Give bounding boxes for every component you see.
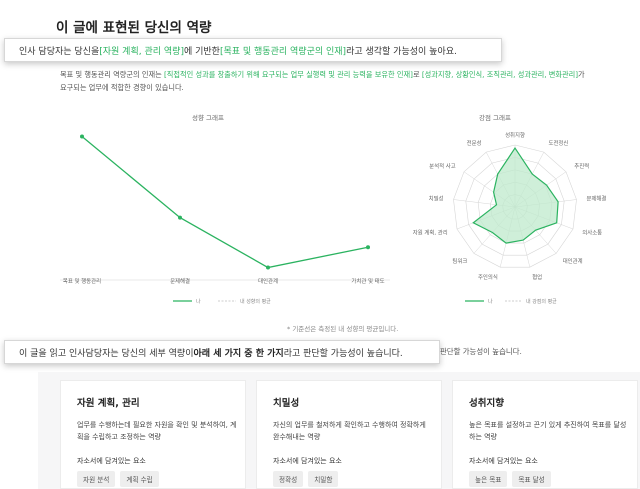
radar-axis-label-2: 추진력 bbox=[574, 162, 589, 170]
radar-chart-title: 강점 그래프 bbox=[479, 114, 511, 122]
radar-axis-label-1: 도전정신 bbox=[549, 139, 569, 147]
competency-card-3: 성취지향 높은 목표를 설정하고 끈기 있게 추진하여 목표를 달성하는 역량 … bbox=[452, 380, 638, 489]
callout2-text-2: 라고 판단할 가능성이 높습니다. bbox=[283, 348, 403, 359]
radar-grid-ring-3 bbox=[465, 157, 565, 256]
radar-legend-me: 나 bbox=[488, 298, 493, 305]
line-chart-title: 성향 그래프 bbox=[192, 114, 224, 122]
desc-text-3: 가 bbox=[578, 70, 585, 79]
card-elements-label: 자소서에 담겨있는 요소 bbox=[469, 457, 538, 465]
card-description: 높은 목표를 설정하고 끈기 있게 추진하여 목표를 달성하는 역량 bbox=[469, 421, 627, 441]
group-description: 목표 및 행동관리 역량군의 인재는 [직접적인 성과를 창출하기 위해 요구되… bbox=[60, 68, 638, 94]
radar-series-me bbox=[472, 147, 559, 244]
line-tick-label-2: 대인관계 bbox=[258, 277, 278, 285]
desc-text-1: 목표 및 행동관리 역량군의 인재는 bbox=[60, 70, 164, 79]
callout-text-2: 에 기반한 bbox=[183, 46, 220, 57]
radar-axis-label-3: 문제해결 bbox=[587, 194, 607, 202]
radar-axis-label-7: 주인의식 bbox=[478, 273, 498, 281]
card-title: 성취지향 bbox=[469, 398, 504, 409]
line-point-3 bbox=[366, 245, 370, 250]
callout-group: [목표 및 행동관리 역량군의 인재] bbox=[219, 46, 347, 57]
radar-legend-avg: 내 강점의 평균 bbox=[526, 298, 557, 305]
callout-tail-text: 판단할 가능성이 높습니다. bbox=[440, 347, 522, 356]
card-tag: 계획 수립 bbox=[120, 471, 159, 487]
line-legend-avg: 내 성향의 평균 bbox=[240, 298, 271, 305]
competency-card-1: 자원 계획, 관리 업무를 수행하는데 필요한 자원을 확인 및 분석하여, 계… bbox=[60, 380, 246, 489]
line-tick-label-1: 문제해결 bbox=[170, 277, 190, 285]
line-series-me bbox=[81, 135, 369, 269]
radar-axis-label-4: 의사소통 bbox=[582, 229, 602, 237]
card-title: 치밀성 bbox=[273, 398, 300, 409]
competency-card-2: 치밀성 자신의 업무를 철저하게 확인하고 수행하여 정확하게 완수해내는 역량… bbox=[256, 380, 442, 489]
line-point-2 bbox=[266, 265, 270, 270]
radar-axis-label-11: 분석적 사고 bbox=[429, 162, 456, 170]
card-description: 자신의 업무를 철저하게 확인하고 수행하여 정확하게 완수해내는 역량 bbox=[273, 421, 426, 441]
callout-detail: 이 글을 읽고 인사담당자는 당신의 세부 역량이 아래 세 가지 중 한 가지… bbox=[4, 340, 440, 364]
page-title: 이 글에 표현된 당신의 역량 bbox=[56, 20, 212, 36]
line-point-1 bbox=[178, 215, 182, 220]
radar-axis-label-5: 대인관계 bbox=[563, 257, 583, 265]
desc-highlight-2: [성과지향, 상황인식, 조직관리, 성과관리, 변화관리] bbox=[421, 70, 579, 79]
callout-text-3: 라고 생각할 가능성이 높아요. bbox=[346, 46, 457, 57]
desc-highlight-1: [직접적인 성과를 창출하기 위해 요구되는 업무 실행력 및 관리 능력을 보… bbox=[164, 70, 413, 79]
footnote: * 기준선은 측정된 내 성향의 평균입니다. bbox=[287, 325, 399, 333]
card-tag: 치밀함 bbox=[308, 471, 339, 487]
card-description: 업무를 수행하는데 필요한 자원을 확인 및 분석하여, 계획을 수립하고 조정… bbox=[77, 421, 237, 441]
desc-text-4: 요구되는 업무에 적합한 경향이 있습니다. bbox=[60, 83, 184, 92]
card-title: 자원 계획, 관리 bbox=[77, 398, 140, 409]
line-tick-label-0: 목표 및 행동관리 bbox=[63, 277, 101, 285]
card-tag: 정확성 bbox=[273, 471, 304, 487]
card-elements-label: 자소서에 담겨있는 요소 bbox=[273, 457, 342, 465]
card-tag: 높은 목표 bbox=[469, 471, 508, 487]
card-tag: 자원 분석 bbox=[77, 471, 116, 487]
radar-axis-label-6: 협업 bbox=[532, 273, 542, 281]
radar-axis-label-0: 성취지향 bbox=[505, 131, 525, 139]
callout-text-1: 인사 담당자는 당신을 bbox=[19, 46, 100, 57]
callout-summary: 인사 담당자는 당신을 [자원 계획, 관리 역량] 에 기반한 [목표 및 행동… bbox=[4, 38, 502, 62]
radar-grid-ring-4 bbox=[453, 144, 577, 268]
radar-axis-label-10: 치밀성 bbox=[429, 194, 444, 202]
desc-text-2: 로 bbox=[412, 70, 422, 79]
callout-competency: [자원 계획, 관리 역량] bbox=[99, 46, 184, 57]
radar-axis-label-9: 자원 계획, 관리 bbox=[413, 229, 448, 237]
line-legend-me: 나 bbox=[196, 298, 201, 305]
card-elements-label: 자소서에 담겨있는 요소 bbox=[77, 457, 146, 465]
line-point-0 bbox=[80, 134, 84, 139]
callout2-emphasis: 아래 세 가지 중 한 가지 bbox=[193, 348, 284, 359]
callout2-text-1: 이 글을 읽고 인사담당자는 당신의 세부 역량이 bbox=[19, 348, 194, 359]
radar-axis-label-8: 팀워크 bbox=[452, 257, 467, 265]
line-tick-label-3: 가치관 및 태도 bbox=[351, 277, 384, 285]
card-tag: 목표 달성 bbox=[512, 471, 551, 487]
radar-axis-label-12: 전문성 bbox=[467, 139, 482, 147]
